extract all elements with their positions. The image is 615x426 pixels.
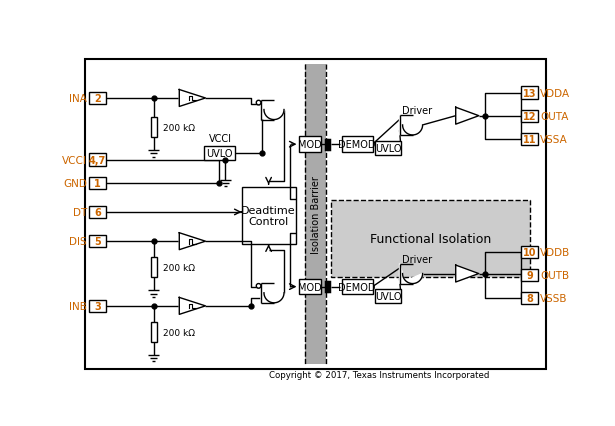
Polygon shape <box>456 108 479 125</box>
Bar <box>300 279 321 295</box>
Text: UVLO: UVLO <box>206 148 232 158</box>
Text: VCCI: VCCI <box>208 133 232 143</box>
Text: 13: 13 <box>523 88 536 98</box>
Bar <box>89 154 106 166</box>
Bar <box>521 269 538 282</box>
Text: Driver: Driver <box>402 254 432 264</box>
Bar <box>151 118 157 138</box>
Text: Deadtime: Deadtime <box>241 206 296 216</box>
Text: VSSA: VSSA <box>541 135 568 144</box>
Text: 2: 2 <box>94 94 101 104</box>
Text: 5: 5 <box>94 237 101 247</box>
Text: 9: 9 <box>526 271 533 280</box>
Text: 10: 10 <box>523 248 536 257</box>
Polygon shape <box>400 115 423 135</box>
Text: VCCI: VCCI <box>62 155 87 165</box>
Polygon shape <box>400 264 423 284</box>
Polygon shape <box>261 100 284 120</box>
Text: MOD: MOD <box>298 140 322 150</box>
Bar <box>151 322 157 342</box>
Text: 3: 3 <box>94 301 101 311</box>
Circle shape <box>256 284 261 288</box>
Bar <box>89 206 106 219</box>
Bar <box>89 177 106 190</box>
Polygon shape <box>261 283 284 303</box>
Bar <box>89 92 106 105</box>
Text: Functional Isolation: Functional Isolation <box>370 233 491 246</box>
Polygon shape <box>180 90 205 107</box>
Text: UVLO: UVLO <box>375 291 401 301</box>
Text: 8: 8 <box>526 294 533 303</box>
Bar <box>89 300 106 312</box>
Text: 12: 12 <box>523 112 536 121</box>
Circle shape <box>256 101 261 106</box>
Bar <box>342 137 373 153</box>
Bar <box>300 137 321 153</box>
Text: Isolation Barrier: Isolation Barrier <box>311 176 320 253</box>
Text: OUTB: OUTB <box>541 271 569 280</box>
Text: 4,7: 4,7 <box>89 155 106 165</box>
Bar <box>305 65 327 365</box>
Text: 6: 6 <box>94 207 101 217</box>
Bar <box>151 258 157 278</box>
Text: DIS: DIS <box>69 237 87 247</box>
Text: DEMOD: DEMOD <box>338 282 376 292</box>
Text: INA: INA <box>69 94 87 104</box>
Bar <box>521 87 538 100</box>
Bar <box>521 133 538 146</box>
Text: 200 kΩ: 200 kΩ <box>163 124 195 132</box>
Text: 1: 1 <box>94 178 101 188</box>
Text: Copyright © 2017, Texas Instruments Incorporated: Copyright © 2017, Texas Instruments Inco… <box>269 370 489 379</box>
Text: MOD: MOD <box>298 282 322 292</box>
Text: VDDA: VDDA <box>541 88 571 98</box>
Text: GND: GND <box>63 178 87 188</box>
Text: VDDB: VDDB <box>541 248 571 257</box>
Bar <box>204 147 235 160</box>
Bar <box>521 292 538 305</box>
Text: VSSB: VSSB <box>541 294 568 303</box>
Text: UVLO: UVLO <box>375 144 401 154</box>
Text: 200 kΩ: 200 kΩ <box>163 263 195 272</box>
Bar <box>331 201 530 278</box>
Polygon shape <box>180 233 205 250</box>
Text: 11: 11 <box>523 135 536 144</box>
Text: Driver: Driver <box>402 106 432 116</box>
Polygon shape <box>180 298 205 315</box>
Text: Control: Control <box>248 217 288 227</box>
Bar <box>521 110 538 123</box>
Bar <box>375 289 401 303</box>
Text: DT: DT <box>73 207 87 217</box>
Text: 200 kΩ: 200 kΩ <box>163 328 195 337</box>
Bar <box>521 246 538 259</box>
Text: DEMOD: DEMOD <box>338 140 376 150</box>
Text: INB: INB <box>69 301 87 311</box>
Bar <box>375 142 401 155</box>
Polygon shape <box>456 265 479 282</box>
Text: OUTA: OUTA <box>541 112 569 121</box>
Bar <box>89 236 106 248</box>
Bar <box>242 188 296 245</box>
Bar <box>342 279 373 295</box>
